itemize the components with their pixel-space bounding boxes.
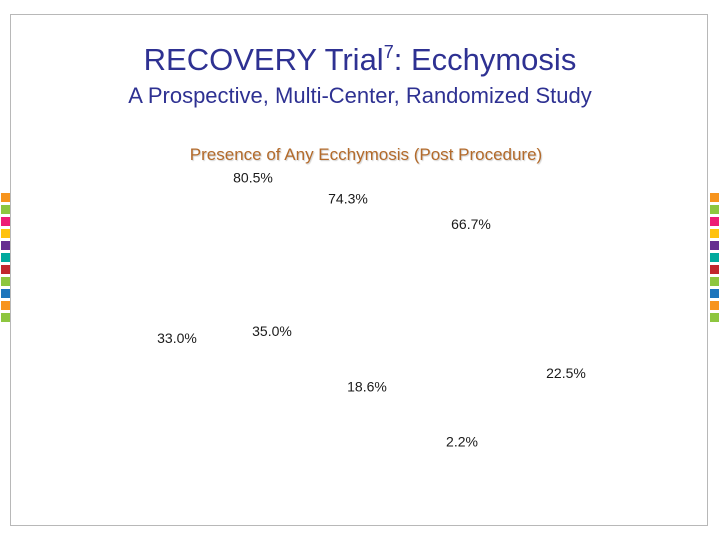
slide-title-rest: : Ecchymosis: [393, 42, 577, 77]
slide-title-main: RECOVERY Trial: [143, 42, 384, 77]
decorative-segment: [1, 253, 10, 262]
decorative-strip-left: [1, 193, 10, 325]
slide-title-reference: 7: [383, 42, 394, 62]
decorative-segment: [710, 289, 719, 298]
slide-subtitle: A Prospective, Multi-Center, Randomized …: [128, 83, 592, 108]
data-label-s2-1: 33.0%: [157, 330, 197, 346]
data-label-s2-4: 2.2%: [446, 434, 478, 450]
chart-title: Presence of Any Ecchymosis (Post Procedu…: [189, 145, 543, 164]
decorative-segment: [1, 229, 10, 238]
decorative-segment: [710, 265, 719, 274]
slide-frame: [10, 14, 708, 526]
decorative-segment: [1, 265, 10, 274]
decorative-segment: [710, 193, 719, 202]
decorative-segment: [1, 289, 10, 298]
decorative-segment: [710, 217, 719, 226]
decorative-segment: [1, 301, 10, 310]
decorative-segment: [710, 229, 719, 238]
data-label-s1-3: 66.7%: [451, 216, 491, 232]
decorative-strip-right: [710, 193, 719, 325]
decorative-segment: [1, 205, 10, 214]
decorative-segment: [710, 205, 719, 214]
decorative-segment: [710, 277, 719, 286]
decorative-segment: [1, 277, 10, 286]
data-label-s1-2: 74.3%: [328, 191, 368, 207]
decorative-segment: [710, 253, 719, 262]
slide-title: RECOVERY Trial7: Ecchymosis: [0, 42, 720, 78]
decorative-segment: [710, 301, 719, 310]
decorative-segment: [710, 313, 719, 322]
data-label-s1-4: 22.5%: [546, 365, 586, 381]
decorative-segment: [710, 241, 719, 250]
data-label-s2-2: 35.0%: [252, 323, 292, 339]
data-label-s1-1: 80.5%: [233, 170, 273, 186]
decorative-segment: [1, 313, 10, 322]
decorative-segment: [1, 217, 10, 226]
decorative-segment: [1, 241, 10, 250]
data-label-s2-3: 18.6%: [347, 378, 387, 394]
decorative-segment: [1, 193, 10, 202]
